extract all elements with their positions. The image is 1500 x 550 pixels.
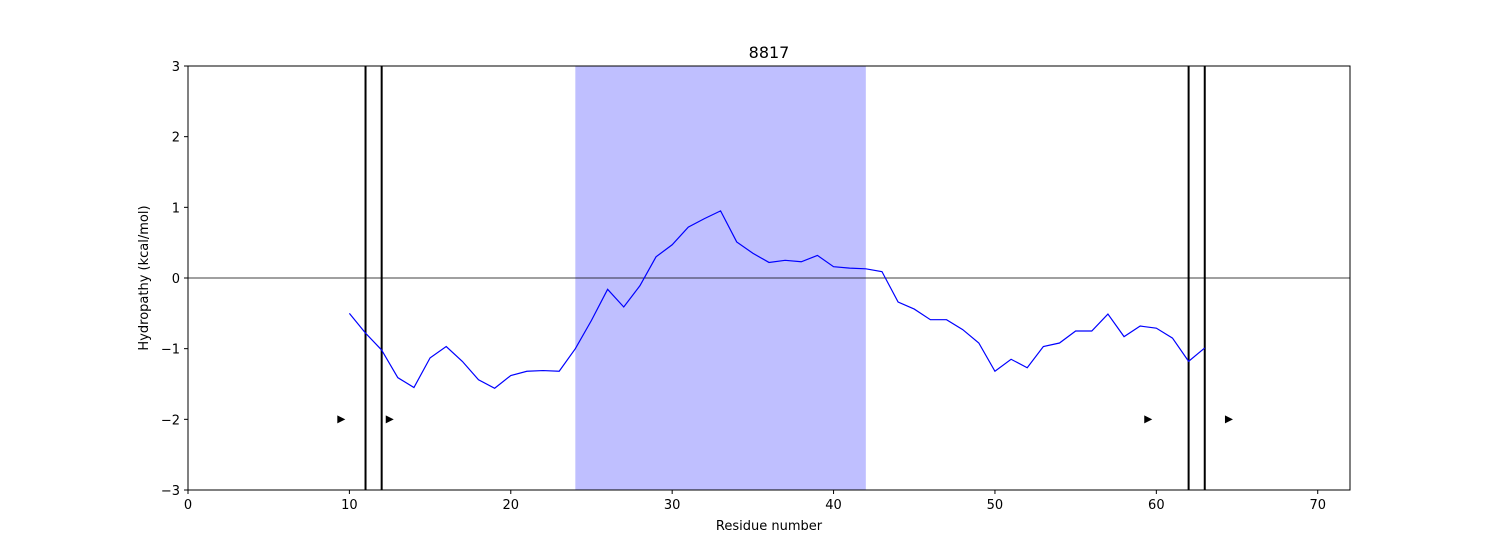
x-tick-label-1: 10	[341, 498, 358, 513]
x-tick-label-4: 40	[825, 498, 842, 513]
triangle-marker-2	[1144, 415, 1153, 424]
y-tick-label-4: 1	[172, 201, 180, 216]
triangle-marker-3	[1224, 415, 1233, 424]
triangle-marker-0	[337, 415, 346, 424]
hydropathy-line	[348, 210, 1206, 389]
y-tick-label-0: −3	[161, 484, 180, 499]
x-tick-label-2: 20	[503, 498, 520, 513]
x-tick-label-5: 50	[987, 498, 1004, 513]
triangle-marker-1	[385, 415, 394, 424]
chart-title: 8817	[749, 43, 790, 62]
y-axis-label: Hydropathy (kcal/mol)	[137, 205, 152, 350]
x-tick-label-7: 70	[1309, 498, 1326, 513]
x-tick-label-6: 60	[1148, 498, 1165, 513]
y-tick-label-3: 0	[172, 272, 180, 287]
y-tick-label-2: −1	[161, 343, 180, 358]
x-tick-label-3: 30	[664, 498, 681, 513]
y-tick-label-6: 3	[172, 60, 180, 75]
plot-area: 0 10 20 30 40 50 60 70 −3 −2 −1 0 1 2 3	[161, 60, 1351, 513]
x-axis-label: Residue number	[716, 519, 823, 534]
x-tick-label-0: 0	[184, 498, 192, 513]
y-tick-label-1: −2	[161, 413, 180, 428]
y-tick-label-5: 2	[172, 131, 180, 146]
